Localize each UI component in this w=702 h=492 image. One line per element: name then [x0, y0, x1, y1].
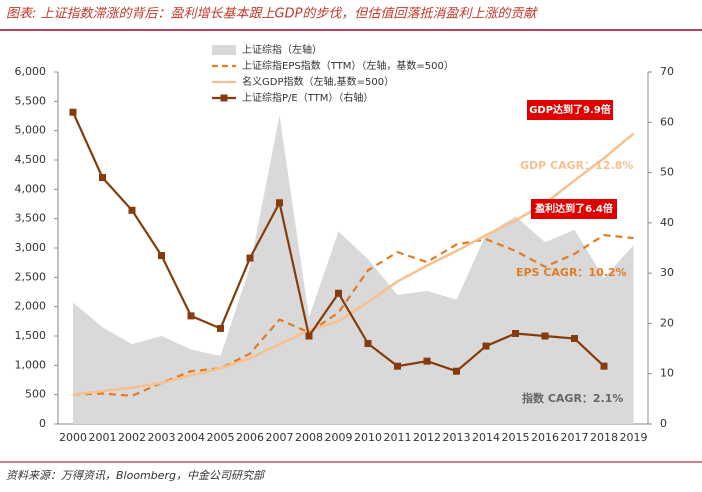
pe-marker	[482, 342, 490, 350]
pe-marker	[276, 199, 283, 207]
annotation: 指数 CAGR：2.1%	[522, 391, 623, 405]
y-tick-label: 5,000	[15, 124, 47, 137]
x-tick-label: 2001	[89, 431, 117, 444]
annotation-box	[531, 199, 617, 219]
y2-tick-label: 70	[660, 65, 674, 78]
x-tick-label: 2008	[295, 431, 323, 444]
annotation: EPS CAGR：10.2%	[516, 266, 627, 279]
pe-marker	[394, 362, 401, 370]
x-tick-label: 2018	[590, 431, 618, 444]
pe-marker	[217, 324, 224, 332]
y-tick-label: 5,500	[15, 94, 47, 107]
legend-label: 上证综指EPS指数（TTM）（左轴，基数=500）	[242, 59, 454, 72]
y-tick-label: 0	[39, 417, 46, 430]
x-tick-label: 2016	[531, 431, 559, 444]
y2-tick-label: 40	[660, 216, 674, 229]
y2-tick-label: 20	[660, 316, 674, 329]
pe-marker	[571, 335, 578, 343]
y-tick-label: 6,000	[15, 65, 47, 78]
x-tick-label: 2019	[620, 431, 648, 444]
x-tick-label: 2002	[118, 431, 146, 444]
legend-label: 名义GDP指数（左轴,基数=500）	[242, 75, 394, 88]
y-tick-label: 4,000	[15, 182, 47, 195]
x-tick-label: 2006	[236, 431, 264, 444]
pe-marker	[158, 252, 165, 260]
legend-label: 上证综指P/E（TTM）（右轴）	[242, 91, 373, 104]
x-tick-label: 2013	[443, 431, 471, 444]
legend-swatch	[220, 94, 228, 102]
pe-marker	[246, 254, 254, 262]
chart-title: 图表: 上证指数滞涨的背后：盈利增长基本跟上GDP的步伐，但估值回落抵消盈利上涨…	[6, 7, 538, 22]
legend-swatch	[212, 45, 236, 55]
y2-tick-label: 10	[660, 367, 674, 380]
y-tick-label: 1,000	[15, 358, 47, 371]
pe-marker	[69, 108, 77, 116]
pe-marker	[364, 340, 372, 348]
pe-marker	[423, 357, 431, 365]
y2-tick-label: 60	[660, 115, 674, 128]
x-tick-label: 2017	[561, 431, 589, 444]
legend-label: 上证综指（左轴）	[242, 43, 322, 56]
y-tick-label: 2,000	[15, 300, 47, 313]
x-tick-label: 2003	[148, 431, 176, 444]
y-tick-label: 4,500	[15, 153, 47, 166]
y-tick-label: 1,500	[15, 329, 47, 342]
y-tick-label: 500	[25, 388, 46, 401]
pe-marker	[335, 289, 342, 297]
x-tick-label: 2007	[266, 431, 294, 444]
pe-marker	[453, 367, 460, 375]
x-tick-label: 2010	[354, 431, 382, 444]
y-tick-label: 3,500	[15, 212, 47, 225]
annotation-box	[527, 100, 613, 120]
annotation: 盈利达到了6.4倍	[534, 202, 613, 215]
pe-marker	[187, 312, 195, 320]
pe-marker	[305, 332, 313, 340]
pe-marker	[99, 174, 106, 182]
pe-marker	[541, 332, 549, 340]
annotation: GDP达到了9.9倍	[529, 103, 611, 116]
y-tick-label: 2,500	[15, 270, 47, 283]
x-tick-label: 2012	[413, 431, 441, 444]
source: 资料来源：万得资讯，Bloomberg，中金公司研究部	[6, 469, 266, 482]
y-tick-label: 3,000	[15, 241, 47, 254]
y2-tick-label: 0	[660, 417, 667, 430]
annotation: GDP CAGR：12.8%	[520, 159, 633, 172]
x-tick-label: 2014	[472, 431, 500, 444]
x-tick-label: 2000	[59, 431, 87, 444]
pe-marker	[512, 329, 519, 337]
index-area	[73, 115, 634, 424]
y2-tick-label: 50	[660, 166, 674, 179]
pe-marker	[128, 206, 136, 214]
x-tick-label: 2009	[325, 431, 353, 444]
pe-marker	[600, 362, 608, 370]
y2-tick-label: 30	[660, 266, 674, 279]
x-tick-label: 2011	[384, 431, 412, 444]
x-tick-label: 2004	[177, 431, 205, 444]
x-tick-label: 2005	[207, 431, 235, 444]
x-tick-label: 2015	[502, 431, 530, 444]
